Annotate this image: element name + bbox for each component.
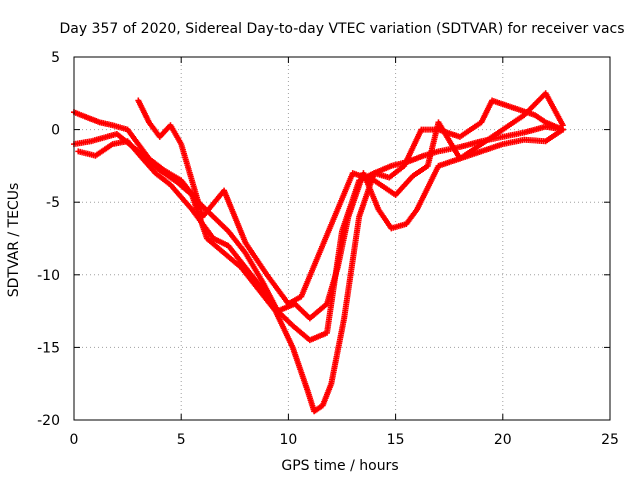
y-tick-label: -5 <box>46 195 60 211</box>
y-axis-label: SDTVAR / TECUs <box>6 183 22 298</box>
y-tick-label: -10 <box>37 268 60 284</box>
series-track-4 <box>135 90 566 307</box>
chart-title: Day 357 of 2020, Sidereal Day-to-day VTE… <box>59 21 624 37</box>
y-tick-label: -20 <box>37 413 60 429</box>
series-track-3 <box>75 126 566 322</box>
x-tick-label: 15 <box>387 432 405 448</box>
x-tick-label: 20 <box>494 432 512 448</box>
x-tick-label: 0 <box>70 432 79 448</box>
points-layer <box>71 90 566 415</box>
data-point <box>559 122 566 129</box>
y-tick-label: -15 <box>37 340 60 356</box>
y-tick-label: 5 <box>51 50 60 66</box>
plot-frame <box>73 56 611 421</box>
x-tick-label: 5 <box>177 432 186 448</box>
ticks-layer: 0 5 10 15 20 25 5 0 -5 -10 -15 -20 <box>37 50 619 448</box>
x-axis-label: GPS time / hours <box>281 458 398 474</box>
x-tick-label: 10 <box>279 432 297 448</box>
x-tick-label: 25 <box>601 432 619 448</box>
y-tick-label: 0 <box>51 123 60 139</box>
series-track-1 <box>71 123 566 415</box>
